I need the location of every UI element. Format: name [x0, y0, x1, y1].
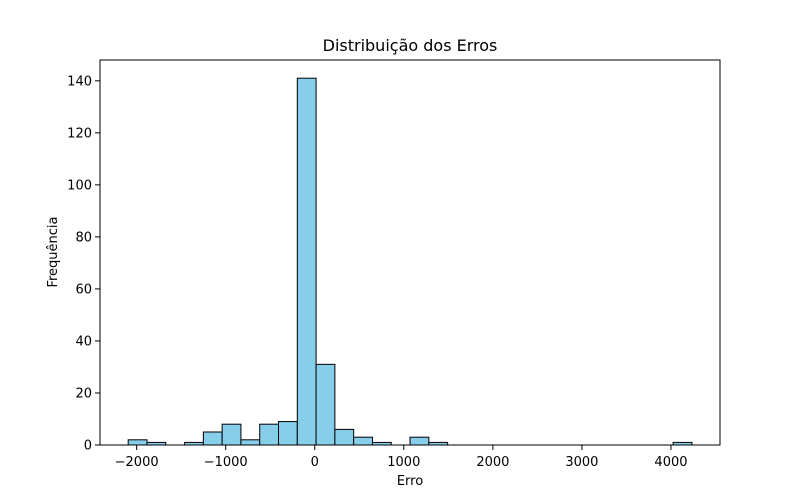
y-axis-ticks: 0 20 40 60 80 100 120 140 — [67, 74, 100, 454]
chart-title: Distribuição dos Erros — [323, 36, 498, 55]
histogram-bar-7 — [259, 423, 280, 446]
histogram-bar-0 — [127, 439, 148, 446]
x-tick-label-2: 0 — [311, 455, 319, 470]
x-tick-label-0: −2000 — [115, 455, 159, 470]
histogram-bar-4 — [202, 431, 223, 446]
y-tick-label-6: 120 — [67, 126, 92, 141]
plot-area — [100, 60, 720, 445]
x-tick-label-3: 1000 — [387, 455, 420, 470]
histogram-bar-15 — [409, 436, 430, 446]
x-tick-label-1: −1000 — [204, 455, 248, 470]
y-tick-label-5: 100 — [67, 178, 92, 193]
x-tick-label-4: 2000 — [476, 455, 509, 470]
x-tick-label-5: 3000 — [565, 455, 598, 470]
histogram-bar-6 — [240, 439, 261, 446]
x-tick-label-6: 4000 — [654, 455, 687, 470]
histogram-bar-9 — [296, 77, 317, 446]
histogram-bar-8 — [278, 421, 298, 446]
y-tick-label-3: 60 — [75, 282, 92, 297]
histogram-bar-10 — [315, 363, 336, 446]
x-axis-label: Erro — [397, 474, 423, 489]
histogram-bar-5 — [221, 423, 242, 446]
plot-frame — [99, 59, 721, 446]
y-tick-label-7: 140 — [67, 74, 92, 89]
y-tick-label-1: 20 — [75, 386, 92, 401]
x-axis-ticks: −2000 −1000 0 1000 2000 3000 4000 — [115, 445, 688, 470]
y-axis-label: Frequência — [46, 216, 61, 287]
y-tick-label-0: 0 — [84, 439, 92, 454]
histogram-bar-11 — [334, 428, 355, 446]
y-tick-label-2: 40 — [75, 334, 92, 349]
histogram-bar-12 — [353, 436, 373, 446]
y-tick-label-4: 80 — [75, 230, 92, 245]
